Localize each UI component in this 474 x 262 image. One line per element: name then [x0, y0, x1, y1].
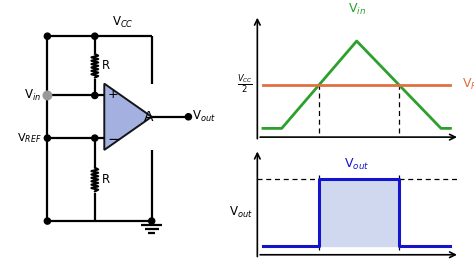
Text: R: R [101, 59, 109, 72]
Text: V$_{in}$: V$_{in}$ [347, 2, 366, 17]
Circle shape [45, 33, 51, 39]
Circle shape [91, 92, 98, 99]
Text: $\frac{V_{CC}}{2}$: $\frac{V_{CC}}{2}$ [237, 73, 253, 96]
Text: V$_{out}$: V$_{out}$ [229, 205, 253, 220]
Text: V$_{in}$: V$_{in}$ [24, 88, 42, 103]
Circle shape [149, 218, 155, 224]
Polygon shape [104, 84, 152, 150]
Text: V$_{CC}$: V$_{CC}$ [112, 15, 134, 30]
Text: V$_{REF}$: V$_{REF}$ [462, 77, 474, 92]
Circle shape [45, 218, 51, 224]
Text: −: − [108, 132, 120, 147]
Text: A: A [145, 110, 154, 124]
Circle shape [43, 91, 52, 100]
Text: V$_{out}$: V$_{out}$ [192, 109, 216, 124]
Text: +: + [108, 88, 118, 101]
Text: V$_{out}$: V$_{out}$ [344, 157, 369, 172]
Text: R: R [101, 173, 109, 186]
Circle shape [45, 135, 51, 141]
Circle shape [185, 114, 191, 120]
Circle shape [91, 135, 98, 141]
Text: V$_{REF}$: V$_{REF}$ [17, 131, 42, 145]
Circle shape [91, 33, 98, 39]
